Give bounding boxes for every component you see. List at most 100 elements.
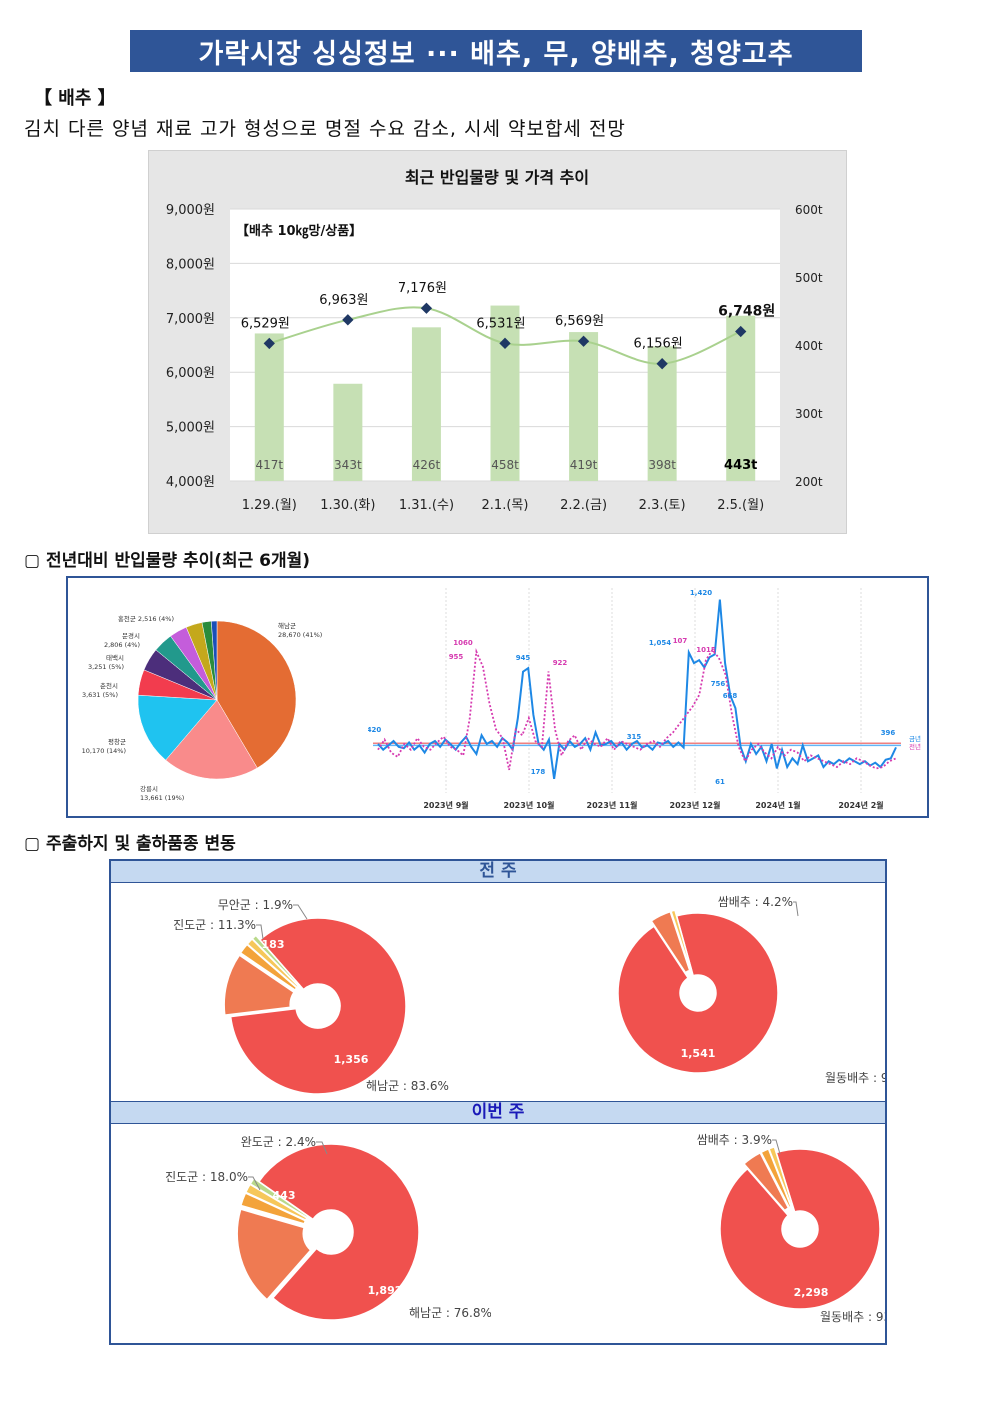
donut-variety-this: 2,298 월동배추 : 93.3% 쌈배추 : 3.9%: [697, 1133, 885, 1324]
volume-bar: [490, 305, 520, 481]
donut-inside-label: 1,541: [681, 1047, 716, 1060]
donut-leader-line: [793, 901, 799, 917]
donut-inside-label: 443: [273, 1189, 296, 1202]
volume-bar: [569, 332, 599, 481]
x-month-label: 2023년 9월: [423, 800, 468, 810]
pie-label-name: 평창군: [108, 737, 126, 746]
price-label: 7,176원: [398, 281, 447, 296]
price-marker: [577, 335, 590, 347]
band-prev-week: 전 주: [111, 861, 885, 883]
line-point-label: 756: [711, 680, 726, 688]
donut-outside-label: 완도군 : 2.4%: [241, 1135, 316, 1149]
sub-heading-trend: ▢ 전년대비 반입물량 추이(최근 6개월): [24, 551, 311, 571]
page-title: 가락시장 싱싱정보 ··· 배추, 무, 양배추, 청양고추: [130, 30, 862, 72]
line-point-label: 1060: [453, 639, 473, 647]
line-point-label: 1015: [696, 646, 716, 654]
price-marker: [342, 314, 354, 326]
band-this-week: 이번 주: [111, 1101, 885, 1124]
shipping-change-panel: 전 주 1,356 183 해남군 : 83.6% 진도군 : 11.3% 무안군 : …: [109, 859, 887, 1345]
x-tick-label: 1.29.(월): [242, 498, 297, 513]
line-point-label: 922: [553, 659, 568, 667]
y-left-tick: 4,000원: [166, 475, 215, 490]
volume-bar: [411, 327, 441, 481]
chart-inner-label: 【배추 10㎏망/상품】: [236, 223, 362, 240]
price-label: 6,748원: [718, 304, 775, 320]
origin-trend-panel: 해남군 28,670 (41%) 강릉시 13,661 (19%) 평창군 10,170 …: [66, 576, 929, 818]
volume-label: 417t: [255, 458, 283, 472]
donut-slice: [768, 1145, 794, 1208]
donut-slice: [719, 1148, 881, 1310]
y-left-tick: 9,000원: [166, 203, 215, 218]
price-label: 6,529원: [241, 316, 290, 331]
x-tick-label: 1.30.(화): [320, 498, 375, 513]
pie-label-name: 춘천시: [100, 681, 118, 690]
donut-slice: [236, 1208, 312, 1301]
pie-label: 홍천군 2,516 (4%): [118, 614, 174, 623]
yoy-line-chart: 2023년 9월 2023년 10월 2023년 11월 2023년 12월 2024년…: [368, 588, 921, 810]
donut-outside-label: 해남군 : 83.6%: [366, 1079, 449, 1093]
y-left-tick: 7,000원: [166, 312, 215, 327]
pie-label-name: 태백시: [106, 653, 124, 662]
y-right-tick: 300t: [795, 407, 823, 421]
donut-slice: [650, 910, 691, 974]
volume-bar: [726, 315, 756, 481]
volume-label: 419t: [570, 458, 598, 472]
x-month-label: 2024년 2월: [838, 800, 883, 810]
line-point-label: 61: [715, 778, 725, 786]
y-right-tick: 200t: [795, 475, 823, 489]
legend-label: 금년: [909, 734, 921, 743]
donut-leader-line: [248, 1176, 261, 1191]
donut-outside-label: 쌈배추 : 3.9%: [697, 1133, 772, 1147]
price-volume-chart-svg: 최근 반입물량 및 가격 추이 4,000원 5,000원 6,000원 7,000원 8…: [166, 168, 823, 513]
donut-inside-label: 2,298: [794, 1286, 829, 1299]
price-label: 6,963원: [319, 293, 368, 308]
pie-label-value: 3,631 (5%): [82, 691, 118, 699]
pie-slice: [216, 620, 297, 769]
donut-slice: [229, 917, 407, 1095]
donut-outside-label: 쌈배추 : 4.2%: [718, 895, 793, 909]
pie-label-value: 13,661 (19%): [140, 794, 184, 802]
x-tick-label: 2.3.(토): [639, 498, 686, 513]
x-month-label: 2023년 12월: [670, 800, 721, 810]
donut-origin-prev: 1,356 183 해남군 : 83.6% 진도군 : 11.3% 무안군 : 1.9%: [173, 898, 449, 1095]
donut-leader-line: [316, 1141, 328, 1155]
donut-origin-this: 1,892 443 해남군 : 76.8% 진도군 : 18.0% 완도군 : 2.4%: [165, 1135, 491, 1321]
price-marker: [420, 302, 433, 314]
x-tick-label: 2.1.(목): [482, 498, 529, 513]
y-left-tick: 5,000원: [166, 421, 215, 436]
pie-label-name: 강릉시: [140, 784, 158, 793]
volume-label: 426t: [413, 458, 441, 472]
donut-inside-label: 183: [262, 938, 285, 951]
price-volume-chart: 최근 반입물량 및 가격 추이 4,000원 5,000원 6,000원 7,000원 8…: [148, 150, 847, 534]
donut-outside-label: 진도군 : 18.0%: [165, 1170, 248, 1184]
price-marker: [499, 337, 511, 349]
pie-label-value: 2,806 (4%): [104, 641, 140, 649]
volume-label: 398t: [648, 458, 676, 472]
line-this-year: [377, 599, 897, 779]
donut-outside-label: 진도군 : 11.3%: [173, 918, 256, 932]
x-month-label: 2024년 1월: [755, 800, 800, 810]
section-label: 【 배추 】: [34, 88, 116, 109]
line-point-label: 420: [368, 726, 381, 734]
pie-label-name: 해남군: [278, 621, 296, 630]
y-right-tick: 400t: [795, 339, 823, 353]
donut-inside-label: 1,892: [368, 1284, 403, 1297]
volume-label: 343t: [334, 458, 362, 472]
pie-label-name: 문경시: [122, 631, 140, 640]
donut-inside-label: 1,356: [334, 1053, 369, 1066]
chart-title: 최근 반입물량 및 가격 추이: [405, 168, 589, 187]
pie-label-value: 3,251 (5%): [88, 663, 124, 671]
line-point-label: 178: [531, 768, 546, 776]
line-point-label: 396: [881, 729, 896, 737]
donut-slice: [251, 934, 301, 987]
price-label: 6,156원: [634, 337, 683, 352]
volume-label: 443t: [724, 458, 757, 473]
x-tick-label: 1.31.(수): [399, 498, 454, 513]
donut-leader-line: [293, 904, 308, 920]
pie-slice: [210, 620, 218, 701]
line-point-label: 945: [516, 654, 531, 662]
donut-leader-line: [772, 1139, 781, 1155]
pie-label-value: 28,670 (41%): [278, 631, 322, 639]
line-point-label: 955: [449, 653, 464, 661]
